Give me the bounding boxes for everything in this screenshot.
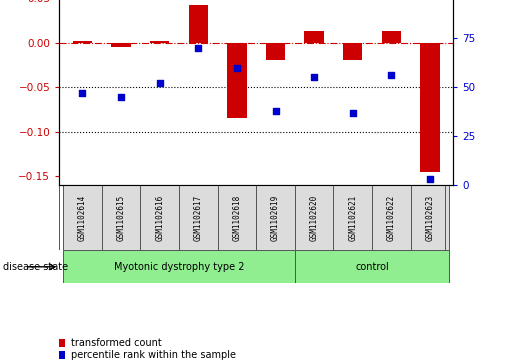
Point: [194, 45, 202, 51]
Point: [426, 176, 434, 182]
Bar: [295, 185, 334, 250]
Bar: [111, 42, 131, 47]
Bar: [179, 185, 217, 250]
Bar: [227, 42, 247, 118]
Bar: [150, 41, 169, 42]
Text: Myotonic dystrophy type 2: Myotonic dystrophy type 2: [114, 262, 244, 272]
Bar: [295, 250, 449, 283]
Bar: [410, 185, 449, 250]
Text: GSM1102618: GSM1102618: [232, 195, 242, 241]
Bar: [102, 185, 140, 250]
Text: transformed count: transformed count: [71, 338, 161, 348]
Point: [233, 65, 241, 70]
Point: [349, 110, 357, 115]
Bar: [382, 31, 401, 42]
Bar: [188, 5, 208, 42]
Point: [117, 94, 125, 100]
Text: GSM1102623: GSM1102623: [425, 195, 435, 241]
Bar: [343, 42, 363, 60]
Point: [156, 80, 164, 86]
Text: GSM1102614: GSM1102614: [78, 195, 87, 241]
Text: control: control: [355, 262, 389, 272]
Bar: [63, 185, 102, 250]
Text: percentile rank within the sample: percentile rank within the sample: [71, 350, 235, 360]
Bar: [266, 42, 285, 60]
Text: GSM1102620: GSM1102620: [310, 195, 319, 241]
Point: [271, 108, 280, 114]
Text: GSM1102619: GSM1102619: [271, 195, 280, 241]
Bar: [372, 185, 410, 250]
Bar: [140, 185, 179, 250]
Bar: [73, 41, 92, 42]
Text: GSM1102615: GSM1102615: [116, 195, 126, 241]
Text: GSM1102622: GSM1102622: [387, 195, 396, 241]
Bar: [420, 42, 440, 172]
Bar: [304, 31, 324, 42]
Point: [310, 74, 318, 80]
Bar: [256, 185, 295, 250]
Bar: [334, 185, 372, 250]
Text: disease state: disease state: [3, 262, 67, 272]
Bar: [217, 185, 256, 250]
Bar: [63, 250, 295, 283]
Text: GSM1102617: GSM1102617: [194, 195, 203, 241]
Text: GSM1102616: GSM1102616: [155, 195, 164, 241]
Point: [387, 73, 396, 78]
Text: GSM1102621: GSM1102621: [348, 195, 357, 241]
Point: [78, 90, 87, 96]
